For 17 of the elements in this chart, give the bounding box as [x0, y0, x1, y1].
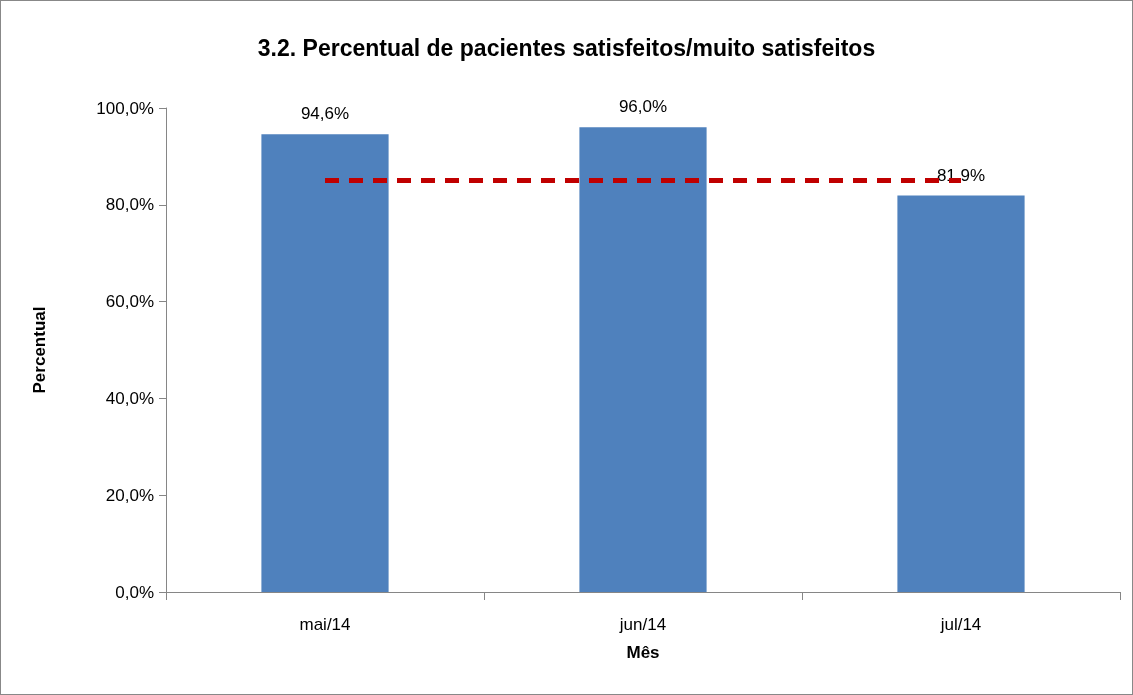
y-tick-label: 0,0%	[115, 582, 154, 602]
data-label: 94,6%	[300, 104, 350, 124]
y-tick-label: 80,0%	[105, 195, 154, 215]
chart-title: 3.2. Percentual de pacientes satisfeitos/muito satisfeitos	[257, 34, 876, 61]
y-tick-label: 20,0%	[105, 485, 154, 505]
x-tick-label: jul/14	[939, 615, 982, 634]
x-axis-title: Mês	[626, 643, 660, 662]
bar	[897, 195, 1025, 592]
bar	[261, 134, 389, 592]
data-label: 96,0%	[618, 97, 668, 117]
x-tick-label: jun/14	[618, 615, 667, 634]
y-axis-title: Percentual	[30, 306, 49, 394]
y-tick-label: 100,0%	[96, 98, 154, 118]
bar	[579, 127, 707, 592]
y-tick-label: 40,0%	[105, 388, 154, 408]
x-tick-label: mai/14	[299, 615, 351, 634]
y-tick-label: 60,0%	[105, 292, 154, 312]
